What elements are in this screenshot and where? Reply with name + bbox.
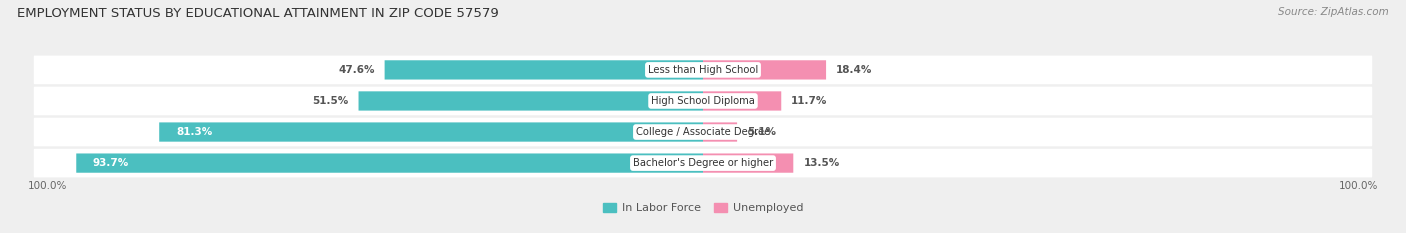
Text: 18.4%: 18.4%	[837, 65, 873, 75]
FancyBboxPatch shape	[76, 154, 703, 173]
FancyBboxPatch shape	[34, 87, 1372, 115]
FancyBboxPatch shape	[703, 91, 782, 111]
Text: 51.5%: 51.5%	[312, 96, 349, 106]
FancyBboxPatch shape	[703, 60, 827, 79]
Text: High School Diploma: High School Diploma	[651, 96, 755, 106]
Text: College / Associate Degree: College / Associate Degree	[636, 127, 770, 137]
Text: Less than High School: Less than High School	[648, 65, 758, 75]
Text: EMPLOYMENT STATUS BY EDUCATIONAL ATTAINMENT IN ZIP CODE 57579: EMPLOYMENT STATUS BY EDUCATIONAL ATTAINM…	[17, 7, 499, 20]
Text: Source: ZipAtlas.com: Source: ZipAtlas.com	[1278, 7, 1389, 17]
FancyBboxPatch shape	[34, 149, 1372, 177]
Text: 81.3%: 81.3%	[176, 127, 212, 137]
FancyBboxPatch shape	[34, 118, 1372, 146]
Text: 47.6%: 47.6%	[337, 65, 374, 75]
Text: 100.0%: 100.0%	[28, 181, 67, 191]
FancyBboxPatch shape	[385, 60, 703, 79]
Legend: In Labor Force, Unemployed: In Labor Force, Unemployed	[598, 199, 808, 218]
Text: Bachelor's Degree or higher: Bachelor's Degree or higher	[633, 158, 773, 168]
FancyBboxPatch shape	[359, 91, 703, 111]
Text: 5.1%: 5.1%	[747, 127, 776, 137]
FancyBboxPatch shape	[703, 154, 793, 173]
FancyBboxPatch shape	[159, 122, 703, 142]
Text: 100.0%: 100.0%	[1339, 181, 1378, 191]
FancyBboxPatch shape	[34, 56, 1372, 84]
Text: 93.7%: 93.7%	[93, 158, 129, 168]
Text: 13.5%: 13.5%	[803, 158, 839, 168]
FancyBboxPatch shape	[703, 122, 737, 142]
Text: 11.7%: 11.7%	[792, 96, 828, 106]
